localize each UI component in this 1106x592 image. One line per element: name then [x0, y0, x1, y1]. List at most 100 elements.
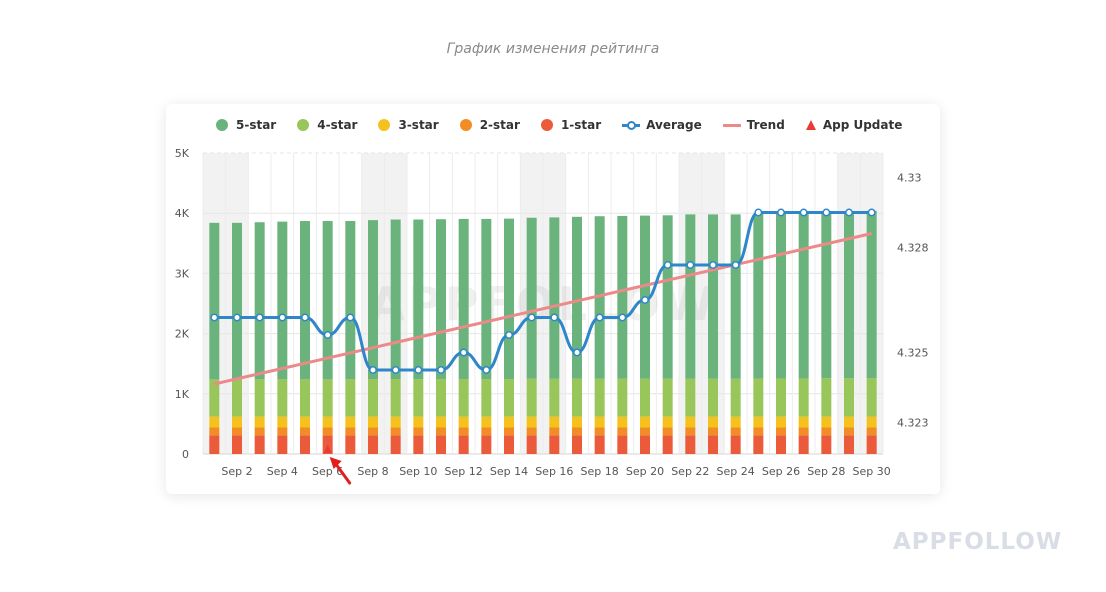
average-point-sep-30: [867, 208, 876, 217]
bar-2-star-sep-24: [730, 427, 741, 436]
bar-2-star-sep-17: [572, 427, 582, 436]
bar-3-star-sep-23: [708, 416, 718, 428]
bar-2-star-sep-2: [232, 427, 242, 436]
y-right-tick-label: 4.323: [897, 417, 929, 430]
y-left-tick-label: 4K: [175, 207, 190, 220]
average-point-sep-7: [346, 313, 355, 322]
bar-4-star-sep-16: [549, 378, 560, 417]
bar-4-star-sep-6: [322, 379, 333, 417]
x-tick-label: Sep 20: [626, 465, 664, 478]
bar-5-star-sep-19: [617, 215, 628, 379]
x-tick-label: Sep 14: [490, 465, 528, 478]
bar-4-star-sep-10: [413, 379, 424, 417]
bar-3-star-sep-5: [300, 416, 310, 428]
bar-2-star-sep-25: [753, 427, 764, 436]
legend-1-star-label: 1-star: [560, 118, 602, 132]
legend-item-1-star[interactable]: 1-star: [540, 118, 602, 132]
bar-4-star-sep-23: [708, 378, 718, 417]
bar-4-star-sep-12: [458, 379, 469, 417]
bar-5-star-sep-7: [345, 221, 356, 380]
bar-4-star-sep-15: [526, 378, 537, 417]
legend-app-update-triangle: [805, 120, 816, 130]
legend-average-label: Average: [646, 118, 702, 132]
legend-item-average[interactable]: Average: [622, 118, 702, 132]
bar-3-star-sep-7: [345, 416, 356, 428]
bar-3-star-sep-30: [866, 416, 877, 428]
average-point-sep-24: [731, 261, 740, 269]
bar-3-star-sep-13: [481, 416, 492, 428]
legend-item-2-star[interactable]: 2-star: [459, 118, 520, 132]
bar-4-star-sep-7: [345, 379, 356, 417]
bar-5-star-sep-5: [300, 221, 310, 380]
legend-item-app-update[interactable]: App Update: [805, 118, 902, 132]
average-point-sep-26: [777, 208, 785, 217]
bar-5-star-sep-6: [322, 221, 333, 380]
bar-1-star-sep-26: [776, 435, 786, 454]
legend-2-star-dot: [459, 119, 472, 131]
bar-3-star-sep-28: [821, 416, 832, 428]
bar-2-star-sep-8: [368, 427, 378, 436]
x-tick-label: Sep 10: [399, 465, 437, 478]
bar-1-star-sep-5: [300, 435, 310, 454]
bar-4-star-sep-29: [844, 378, 854, 417]
x-tick-label: Sep 24: [717, 465, 755, 478]
average-point-sep-17: [573, 348, 581, 357]
x-tick-label: Sep 16: [535, 465, 573, 478]
x-tick-label: Sep 8: [357, 465, 388, 478]
bar-5-star-sep-12: [458, 218, 469, 380]
legend-item-4-star[interactable]: 4-star: [297, 118, 357, 132]
average-point-sep-29: [845, 208, 853, 217]
bar-3-star-sep-16: [549, 416, 560, 428]
bar-4-star-sep-2: [232, 379, 242, 417]
bar-5-star-sep-2: [232, 222, 242, 380]
bar-5-star-sep-30: [866, 210, 877, 379]
average-point-sep-13: [482, 366, 491, 374]
bar-2-star-sep-23: [708, 427, 718, 436]
legend-trend-label: Trend: [746, 118, 785, 132]
bar-2-star-sep-12: [458, 427, 469, 436]
bar-2-star-sep-5: [300, 427, 310, 436]
bar-1-star-sep-13: [481, 435, 492, 454]
x-tick-label: Sep 28: [807, 465, 845, 478]
bar-4-star-sep-8: [368, 379, 378, 417]
bar-2-star-sep-1: [209, 427, 220, 436]
average-point-sep-5: [301, 313, 309, 322]
bar-1-star-sep-15: [526, 435, 537, 454]
legend-item-3-star[interactable]: 3-star: [378, 118, 439, 132]
legend-1-star-dot: [540, 119, 553, 131]
bar-4-star-sep-3: [254, 379, 265, 417]
legend-item-trend[interactable]: Trend: [722, 118, 785, 132]
bar-2-star-sep-4: [277, 427, 288, 436]
bar-3-star-sep-17: [572, 416, 582, 428]
bar-4-star-sep-19: [617, 378, 628, 417]
bar-1-star-sep-3: [254, 435, 265, 454]
bar-2-star-sep-14: [504, 427, 514, 436]
bar-1-star-sep-17: [572, 435, 582, 454]
legend-item-5-star[interactable]: 5-star: [216, 118, 276, 132]
bar-4-star-sep-11: [436, 379, 446, 417]
bar-5-star-sep-22: [685, 214, 696, 379]
bar-2-star-sep-6: [322, 427, 333, 436]
bar-1-star-sep-16: [549, 435, 560, 454]
legend-4-star-label: 4-star: [317, 118, 358, 132]
app-update-marker: [323, 445, 332, 453]
y-right-tick-label: 4.325: [897, 347, 929, 360]
bar-3-star-sep-18: [594, 416, 605, 428]
bar-4-star-sep-20: [640, 378, 650, 417]
x-tick-label: Sep 2: [221, 465, 252, 478]
average-point-sep-21: [663, 261, 672, 269]
x-tick-label: Sep 6: [312, 465, 343, 478]
y-left-tick-label: 2K: [175, 328, 190, 341]
y-left-tick-label: 1K: [175, 388, 190, 401]
bar-4-star-sep-26: [776, 378, 786, 417]
bar-5-star-sep-9: [390, 219, 401, 380]
bar-3-star-sep-4: [277, 416, 288, 428]
bar-5-star-sep-4: [277, 221, 288, 380]
bar-1-star-sep-1: [209, 435, 220, 454]
legend-2-star-label: 2-star: [479, 118, 520, 132]
legend-average-marker: [622, 120, 641, 130]
bar-3-star-sep-25: [753, 416, 764, 428]
bar-5-star-sep-21: [662, 215, 673, 379]
y-left-tick-label: 0: [182, 448, 189, 461]
